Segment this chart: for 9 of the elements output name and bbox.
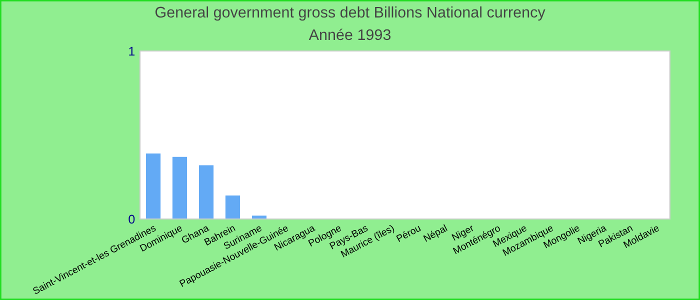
chart-title: General government gross debt Billions National currency [155,6,546,21]
y-tick-label: 1 [129,46,135,56]
bar [225,195,240,219]
y-tick-label: 0 [128,214,135,224]
bar [146,153,161,219]
chart-subtitle: Année 1993 [308,28,391,40]
bar [198,165,214,219]
bar [172,156,188,219]
x-tick-label: Pérou [396,224,421,242]
